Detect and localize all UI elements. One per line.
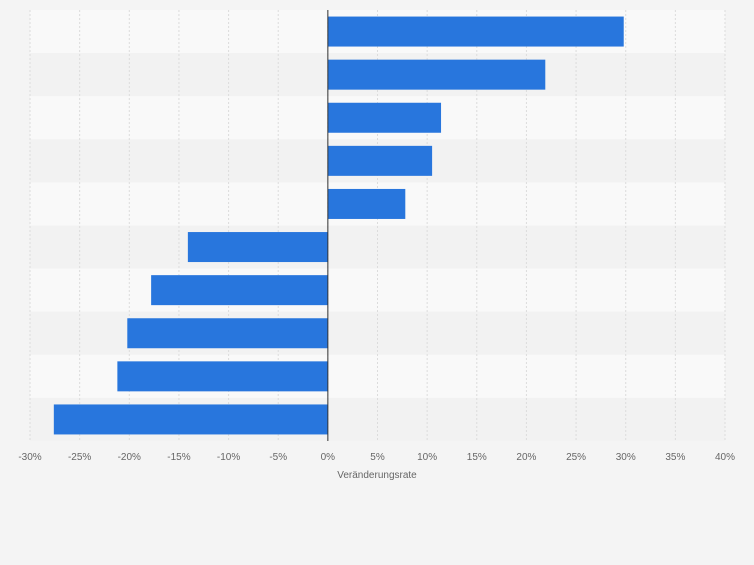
bar[interactable] <box>327 102 442 133</box>
x-tick-label: 0% <box>321 452 336 463</box>
bar[interactable] <box>327 188 406 219</box>
bar[interactable] <box>327 16 624 47</box>
x-tick-label: 20% <box>516 452 536 463</box>
bar[interactable] <box>53 404 328 435</box>
x-tick-label: -30% <box>18 452 41 463</box>
x-tick-label: 35% <box>665 452 685 463</box>
x-axis-label: Veränderungsrate <box>337 470 417 481</box>
bar[interactable] <box>327 145 433 176</box>
x-tick-label: 30% <box>616 452 636 463</box>
x-tick-label: -5% <box>269 452 287 463</box>
x-tick-labels: -30% -25% -20% -15% -10% -5% 0% 5% 10% 15% 20% 25% 3… <box>18 452 735 463</box>
bar[interactable] <box>127 318 328 349</box>
bar[interactable] <box>117 361 328 392</box>
x-tick-label: 40% <box>715 452 735 463</box>
bar[interactable] <box>187 232 328 263</box>
bars <box>53 16 624 435</box>
x-tick-label: 10% <box>417 452 437 463</box>
x-tick-label: -25% <box>68 452 91 463</box>
x-tick-label: 25% <box>566 452 586 463</box>
x-tick-label: 15% <box>467 452 487 463</box>
x-tick-label: -10% <box>217 452 240 463</box>
bar[interactable] <box>151 275 328 306</box>
x-tick-label: -20% <box>118 452 141 463</box>
bar[interactable] <box>327 59 546 90</box>
x-tick-label: -15% <box>167 452 190 463</box>
x-tick-label: 5% <box>370 452 385 463</box>
